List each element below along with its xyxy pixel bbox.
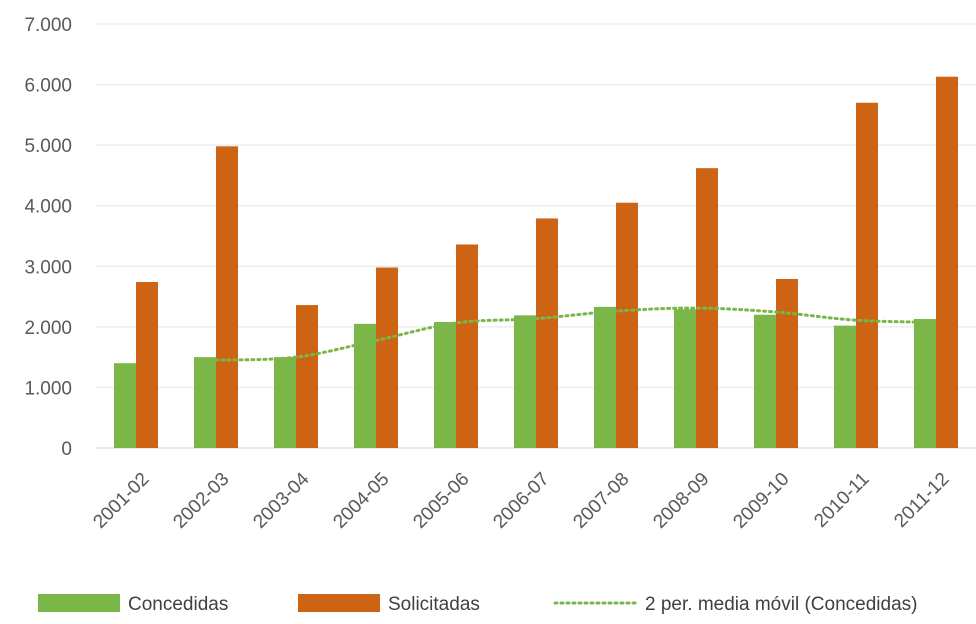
- x-tick-label: 2001-02: [89, 469, 153, 533]
- bar-solicitadas-2006-07: [536, 218, 558, 448]
- y-tick-label: 0: [61, 439, 72, 460]
- y-tick-label: 7.000: [24, 15, 72, 36]
- bar-solicitadas-2002-03: [216, 146, 238, 448]
- y-tick-label: 1.000: [24, 378, 72, 399]
- bar-solicitadas-2010-11: [856, 102, 878, 448]
- y-tick-label: 2.000: [24, 318, 72, 339]
- legend-swatch-solicitadas: [298, 594, 380, 612]
- x-tick-label: 2005-06: [409, 469, 473, 533]
- y-tick-label: 6.000: [24, 76, 72, 97]
- bar-concedidas-2005-06: [434, 322, 456, 448]
- x-tick-label: 2007-08: [569, 469, 633, 533]
- x-tick-label: 2011-12: [890, 469, 953, 532]
- x-tick-label: 2004-05: [329, 469, 393, 533]
- x-tick-label: 2006-07: [489, 469, 553, 533]
- bar-concedidas-2009-10: [754, 314, 776, 448]
- y-tick-label: 4.000: [24, 197, 72, 218]
- bar-concedidas-2006-07: [514, 315, 536, 448]
- bar-concedidas-2003-04: [274, 357, 296, 448]
- bar-solicitadas-2004-05: [376, 267, 398, 448]
- legend-label: 2 per. media móvil (Concedidas): [645, 594, 917, 615]
- bar-solicitadas-2007-08: [616, 202, 638, 448]
- bar-concedidas-2007-08: [594, 306, 616, 448]
- moving-average-line-group: [214, 306, 938, 362]
- bar-concedidas-2001-02: [114, 363, 136, 448]
- bar-concedidas-2004-05: [354, 323, 376, 448]
- bar-solicitadas-2009-10: [776, 279, 798, 448]
- y-tick-label: 5.000: [24, 136, 72, 157]
- moving-average-line: [214, 306, 938, 362]
- x-axis-ticks: 2001-02 2002-03 2003-04 2004-05 2005-06 2006-…: [89, 468, 953, 532]
- bar-solicitadas-2001-02: [136, 282, 158, 448]
- x-tick-label: 2002-03: [169, 469, 233, 533]
- y-axis-ticks: 0 1.000 2.000 3.000 4.000 5.000 6.000 7.000: [24, 15, 72, 460]
- bar-concedidas-2008-09: [674, 309, 696, 448]
- bar-concedidas-2010-11: [834, 325, 856, 448]
- bar-concedidas-2002-03: [194, 357, 216, 448]
- x-tick-label: 2010-11: [810, 469, 873, 532]
- legend: Concedidas Solicitadas 2 per. media móvil …: [38, 594, 917, 615]
- bar-solicitadas-2005-06: [456, 244, 478, 448]
- bar-concedidas-2011-12: [914, 318, 936, 448]
- x-tick-label: 2008-09: [649, 469, 713, 533]
- x-tick-label: 2009-10: [729, 469, 793, 533]
- bar-solicitadas-2011-12: [936, 76, 958, 448]
- legend-label: Concedidas: [128, 594, 228, 615]
- bars: [114, 76, 958, 448]
- bar-solicitadas-2003-04: [296, 305, 318, 448]
- legend-swatch-concedidas: [38, 594, 120, 612]
- legend-label: Solicitadas: [388, 594, 480, 615]
- x-tick-label: 2003-04: [249, 468, 313, 532]
- y-tick-label: 3.000: [24, 257, 72, 278]
